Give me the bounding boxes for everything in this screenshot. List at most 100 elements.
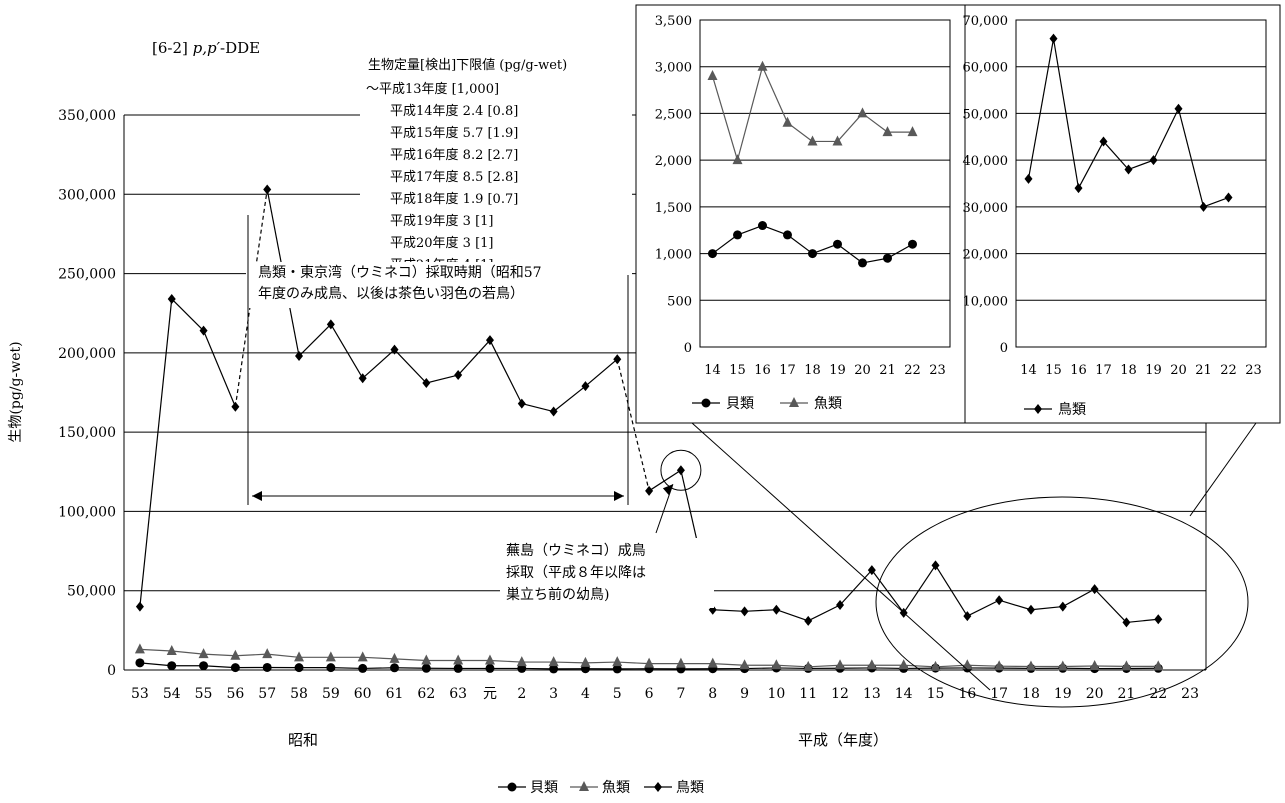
- inset2-series-0-segment: [1077, 141, 1105, 189]
- main-x-tick-label: 58: [290, 686, 308, 702]
- main-series-1-segment: [489, 659, 522, 663]
- main-legend: 貝類 魚類 鳥類: [498, 780, 704, 796]
- kabushima-arrow-head: [662, 484, 673, 496]
- main-series-2-point: [613, 354, 622, 365]
- detection-limit-row: 平成14年度 2.4 [0.8]: [390, 103, 518, 119]
- detection-limit-row: 平成20年度 3 [1]: [390, 235, 494, 251]
- inset1-series-0-point: [883, 253, 892, 263]
- kabushima-circle: [660, 449, 702, 491]
- main-series-2-segment: [553, 385, 586, 412]
- main-x-tick-label: 21: [1118, 686, 1136, 702]
- main-series-2-point: [135, 601, 144, 612]
- kabushima-note-line: 巣立ち前の幼鳥): [506, 586, 609, 603]
- main-series-1-point: [898, 659, 909, 670]
- main-series-2-point: [995, 595, 1004, 606]
- main-series-1-point: [1153, 660, 1164, 671]
- main-x-tick-label: 62: [417, 686, 435, 702]
- main-series-2-segment: [744, 609, 777, 612]
- main-series-2-point: [167, 293, 176, 304]
- inset1-series-1-point: [907, 126, 918, 137]
- main-y-tick-label: 350,000: [58, 108, 116, 124]
- main-series-1-point: [548, 656, 559, 667]
- main-series-1-point: [866, 659, 877, 670]
- inset2-y-tick-label: 60,000: [963, 61, 1009, 76]
- main-x-tick-label: 10: [767, 686, 785, 702]
- main-x-tick-label: 20: [1086, 686, 1104, 702]
- main-series-0-segment: [744, 667, 777, 670]
- main-series-1-segment: [139, 648, 172, 652]
- main-series-1-point: [612, 656, 623, 667]
- detection-limit-row: 平成19年度 3 [1]: [390, 213, 494, 229]
- main-series-2-point: [931, 560, 940, 571]
- inset1-series-0-point: [758, 221, 767, 231]
- main-series-0-point: [453, 663, 463, 673]
- inset1-x-tick-label: 20: [854, 363, 871, 378]
- main-series-1-point: [1089, 660, 1100, 671]
- main-x-tick-label: 53: [131, 686, 149, 702]
- inset2-y-tick-label: 70,000: [963, 14, 1009, 29]
- main-series-0-point: [230, 663, 240, 673]
- main-series-2-point: [295, 351, 304, 362]
- main-x-tick-label: 4: [581, 686, 590, 702]
- main-series-1-point: [421, 654, 432, 665]
- main-series-1-segment: [171, 650, 204, 655]
- inset2-y-tick-label: 20,000: [963, 248, 1009, 263]
- main-series-1-segment: [808, 664, 841, 668]
- main-series-1-segment: [235, 653, 268, 657]
- inset1-series-1-segment: [736, 66, 764, 161]
- inset2-series-0-point: [1149, 155, 1158, 166]
- main-series-2-point: [1154, 614, 1163, 625]
- main-series-0-point: [390, 663, 399, 673]
- main-series-1-segment: [712, 663, 745, 666]
- main-x-tick-label: 14: [895, 686, 913, 702]
- main-x-tick-label: 57: [258, 686, 276, 702]
- main-x-tick-label: 8: [708, 686, 717, 702]
- main-y-tick-label: 0: [107, 663, 116, 679]
- main-series-2-point: [645, 485, 654, 496]
- main-series-1-point: [230, 649, 241, 660]
- main-x-tick-label: 2: [517, 686, 526, 702]
- main-y-tick-label: 200,000: [58, 346, 116, 362]
- main-series-2-segment: [1126, 618, 1159, 624]
- main-series-0-point: [262, 662, 272, 672]
- main-series-1-segment: [967, 664, 1000, 667]
- main-series-2-point: [231, 401, 240, 412]
- inset2-x-tick-label: 17: [1095, 363, 1112, 378]
- inset2-x-tick-label: 16: [1070, 363, 1087, 378]
- main-x-tick-label: 61: [386, 686, 404, 702]
- inset1-x-tick-label: 21: [879, 363, 896, 378]
- main-series-1-segment: [362, 656, 395, 660]
- inset1-series-0-segment: [712, 234, 738, 255]
- main-series-0-point: [517, 663, 527, 673]
- inset1-series-1-point: [707, 70, 718, 81]
- legend-marker: [579, 781, 589, 791]
- detection-limit-heading: 生物定量[検出]下限値 (pg/g-wet): [368, 57, 567, 73]
- detection-limit-row: 平成15年度 5.7 [1.9]: [390, 125, 518, 141]
- main-series-1-segment: [776, 664, 809, 668]
- inset2-series-0-point: [1024, 173, 1033, 184]
- main-series-2-segment: [457, 339, 491, 376]
- main-series-2-point: [804, 615, 813, 626]
- main-series-1-point: [994, 660, 1005, 671]
- zoom-connector-right: [1189, 422, 1257, 517]
- main-series-2-segment: [298, 323, 332, 357]
- inset1-series-0-point: [783, 230, 792, 240]
- inset1-x-tick-label: 14: [704, 363, 721, 378]
- inset1-x-tick-label: 19: [829, 363, 846, 378]
- inset2-y-tick-label: 0: [1000, 341, 1008, 356]
- inset1-series-1-point: [882, 126, 893, 137]
- main-x-tick-label: 18: [1022, 686, 1040, 702]
- main-x-tick-label: 60: [354, 686, 372, 702]
- inset1-y-tick-label: 3,000: [655, 61, 692, 76]
- main-x-tick-label: 7: [676, 686, 685, 702]
- main-series-0-point: [199, 661, 209, 671]
- main-series-2-segment: [521, 403, 554, 413]
- main-x-tick-label: 11: [799, 686, 817, 702]
- inset2-y-tick-label: 30,000: [963, 201, 1009, 216]
- main-series-0-point: [294, 663, 304, 673]
- main-series-2-point: [772, 604, 781, 615]
- main-series-2-point: [1122, 617, 1131, 628]
- main-series-2-point: [740, 606, 749, 617]
- main-x-tick-label: 19: [1054, 686, 1072, 702]
